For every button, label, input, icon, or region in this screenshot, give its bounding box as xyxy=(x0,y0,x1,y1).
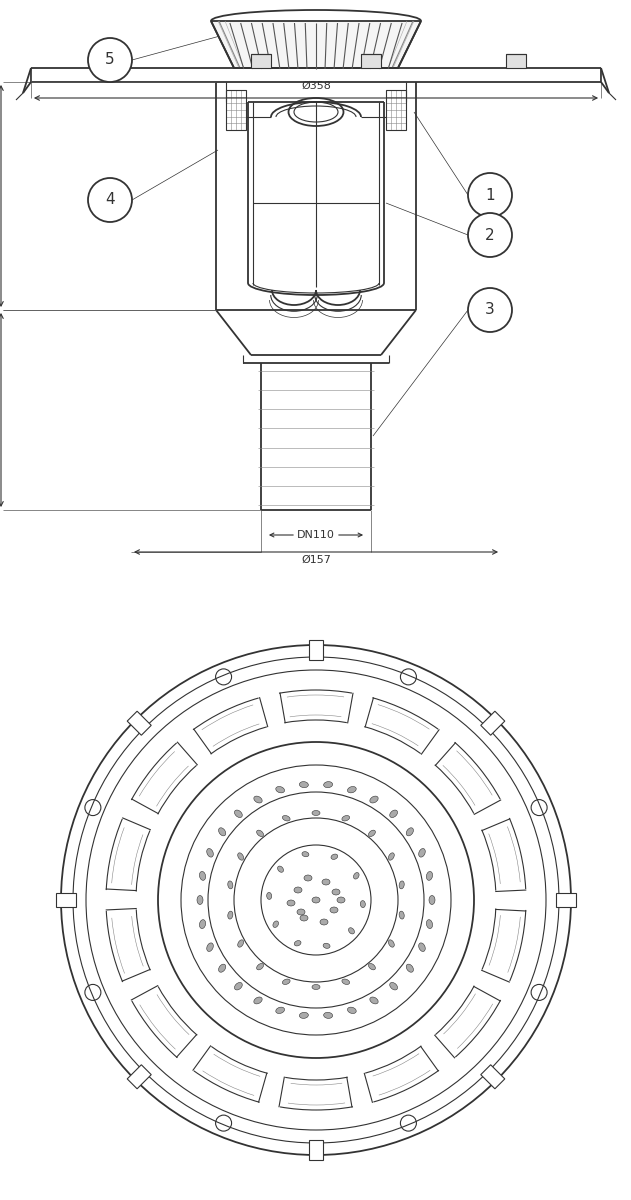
Ellipse shape xyxy=(218,964,226,972)
Ellipse shape xyxy=(389,853,394,860)
Ellipse shape xyxy=(299,781,309,787)
Ellipse shape xyxy=(369,964,375,970)
Ellipse shape xyxy=(300,914,308,922)
Ellipse shape xyxy=(323,943,330,948)
Text: 5: 5 xyxy=(105,53,115,67)
Ellipse shape xyxy=(390,810,398,817)
Ellipse shape xyxy=(257,964,264,970)
Ellipse shape xyxy=(283,979,290,984)
Ellipse shape xyxy=(304,875,312,881)
Ellipse shape xyxy=(320,919,328,925)
Ellipse shape xyxy=(419,848,425,857)
Polygon shape xyxy=(556,893,576,907)
Ellipse shape xyxy=(324,1013,333,1019)
Text: DN110: DN110 xyxy=(297,530,335,540)
Ellipse shape xyxy=(276,786,285,793)
Ellipse shape xyxy=(297,910,305,914)
Text: Ø157: Ø157 xyxy=(301,554,331,565)
Polygon shape xyxy=(127,712,151,736)
Text: 1: 1 xyxy=(485,187,495,203)
Ellipse shape xyxy=(429,895,435,905)
Ellipse shape xyxy=(299,1013,309,1019)
Ellipse shape xyxy=(427,919,432,929)
Ellipse shape xyxy=(228,881,233,889)
Ellipse shape xyxy=(406,964,413,972)
Polygon shape xyxy=(361,54,381,68)
Ellipse shape xyxy=(278,866,283,872)
Polygon shape xyxy=(251,54,271,68)
Ellipse shape xyxy=(399,911,404,919)
Ellipse shape xyxy=(287,900,295,906)
Ellipse shape xyxy=(197,895,203,905)
Polygon shape xyxy=(309,1140,323,1160)
Ellipse shape xyxy=(348,928,355,934)
Circle shape xyxy=(88,38,132,82)
Ellipse shape xyxy=(370,997,378,1004)
Ellipse shape xyxy=(322,878,330,886)
Ellipse shape xyxy=(348,1007,357,1014)
Ellipse shape xyxy=(199,871,206,881)
Ellipse shape xyxy=(257,830,264,836)
Ellipse shape xyxy=(312,984,320,990)
Ellipse shape xyxy=(207,848,213,857)
Polygon shape xyxy=(309,640,323,660)
Ellipse shape xyxy=(427,871,432,881)
Ellipse shape xyxy=(235,810,242,817)
Text: 2: 2 xyxy=(485,228,495,242)
Circle shape xyxy=(468,214,512,257)
Ellipse shape xyxy=(337,898,345,902)
Ellipse shape xyxy=(199,919,206,929)
Ellipse shape xyxy=(419,943,425,952)
Circle shape xyxy=(468,173,512,217)
Circle shape xyxy=(468,288,512,332)
Ellipse shape xyxy=(369,830,375,836)
Polygon shape xyxy=(481,1064,505,1088)
Text: Ø358: Ø358 xyxy=(301,80,331,91)
Ellipse shape xyxy=(353,872,359,880)
Polygon shape xyxy=(56,893,76,907)
Polygon shape xyxy=(481,712,505,736)
Ellipse shape xyxy=(254,796,262,803)
Ellipse shape xyxy=(254,997,262,1004)
Ellipse shape xyxy=(389,940,394,947)
Ellipse shape xyxy=(235,983,242,990)
Ellipse shape xyxy=(273,920,278,928)
Ellipse shape xyxy=(324,781,333,787)
Ellipse shape xyxy=(267,893,272,899)
Polygon shape xyxy=(506,54,526,68)
Ellipse shape xyxy=(331,854,338,859)
Ellipse shape xyxy=(342,979,350,984)
Ellipse shape xyxy=(342,816,350,821)
Ellipse shape xyxy=(218,828,226,836)
Ellipse shape xyxy=(390,983,398,990)
Ellipse shape xyxy=(360,901,365,907)
Text: 4: 4 xyxy=(105,192,115,208)
Ellipse shape xyxy=(348,786,357,793)
Ellipse shape xyxy=(370,796,378,803)
Ellipse shape xyxy=(294,941,301,946)
Ellipse shape xyxy=(330,907,338,913)
Ellipse shape xyxy=(238,940,244,947)
Ellipse shape xyxy=(302,852,309,857)
Ellipse shape xyxy=(312,898,320,902)
Ellipse shape xyxy=(276,1007,285,1014)
Ellipse shape xyxy=(228,911,233,919)
Ellipse shape xyxy=(283,816,290,821)
Circle shape xyxy=(88,178,132,222)
Polygon shape xyxy=(106,54,126,68)
Ellipse shape xyxy=(399,881,404,889)
Ellipse shape xyxy=(312,810,320,816)
Ellipse shape xyxy=(207,943,213,952)
Ellipse shape xyxy=(238,853,244,860)
Ellipse shape xyxy=(406,828,413,836)
Ellipse shape xyxy=(294,887,302,893)
Text: 3: 3 xyxy=(485,302,495,318)
Ellipse shape xyxy=(332,889,340,895)
Polygon shape xyxy=(127,1064,151,1088)
Polygon shape xyxy=(211,20,421,68)
